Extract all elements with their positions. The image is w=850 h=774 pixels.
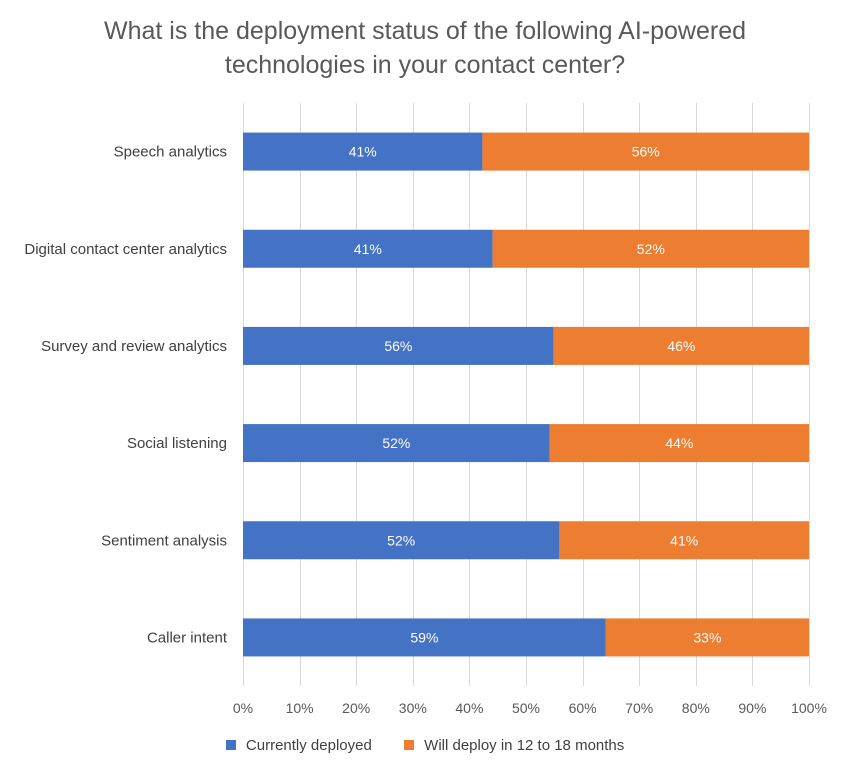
x-tick-label: 100% <box>791 700 827 716</box>
x-tick-label: 70% <box>625 700 653 716</box>
category-label: Speech analytics <box>114 144 227 161</box>
data-label: 56% <box>632 144 660 160</box>
bar-currently-deployed <box>243 618 606 657</box>
legend-item-currently-deployed: Currently deployed <box>225 736 372 754</box>
category-label: Survey and review analytics <box>41 338 227 355</box>
x-tick-label: 10% <box>286 700 314 716</box>
data-label: 46% <box>667 338 695 354</box>
category-label: Caller intent <box>147 629 228 646</box>
chart-title-line-1: What is the deployment status of the fol… <box>103 17 747 45</box>
x-tick-label: 0% <box>233 700 253 716</box>
data-label: 44% <box>665 435 693 451</box>
data-label: 59% <box>410 629 438 645</box>
bar-will-deploy <box>482 132 809 171</box>
data-label: 56% <box>384 338 412 354</box>
chart-title: What is the deployment status of the fol… <box>0 14 850 82</box>
bar-currently-deployed <box>243 424 550 463</box>
bar-currently-deployed <box>243 229 493 268</box>
legend: Currently deployed Will deploy in 12 to … <box>0 736 850 754</box>
x-tick-label: 50% <box>512 700 540 716</box>
data-label: 41% <box>670 532 698 548</box>
bar-will-deploy <box>492 229 809 268</box>
x-tick-label: 90% <box>738 700 766 716</box>
bar-will-deploy <box>605 618 809 657</box>
legend-label-currently-deployed: Currently deployed <box>245 736 372 754</box>
legend-swatch-will-deploy <box>403 739 414 750</box>
legend-item-will-deploy: Will deploy in 12 to 18 months <box>403 736 625 754</box>
x-tick-label: 30% <box>399 700 427 716</box>
data-label: 33% <box>693 629 721 645</box>
category-label: Digital contact center analytics <box>24 241 227 258</box>
bar-currently-deployed <box>243 521 560 560</box>
x-tick-label: 80% <box>682 700 710 716</box>
category-label: Sentiment analysis <box>101 532 227 549</box>
x-tick-label: 60% <box>569 700 597 716</box>
category-label: Social listening <box>127 435 227 452</box>
data-label: 52% <box>637 241 665 257</box>
data-label: 41% <box>349 144 377 160</box>
data-label: 52% <box>387 532 415 548</box>
legend-label-will-deploy: Will deploy in 12 to 18 months <box>424 736 625 754</box>
x-tick-label: 40% <box>455 700 483 716</box>
bar-currently-deployed <box>243 326 554 365</box>
bar-will-deploy <box>559 521 809 560</box>
chart-title-line-2: technologies in your contact center? <box>224 51 626 79</box>
legend-swatch-currently-deployed <box>225 739 236 750</box>
data-label: 52% <box>382 435 410 451</box>
data-label: 41% <box>354 241 382 257</box>
bar-will-deploy <box>549 424 809 463</box>
bar-will-deploy <box>553 326 809 365</box>
x-tick-label: 20% <box>342 700 370 716</box>
bar-currently-deployed <box>243 132 483 171</box>
